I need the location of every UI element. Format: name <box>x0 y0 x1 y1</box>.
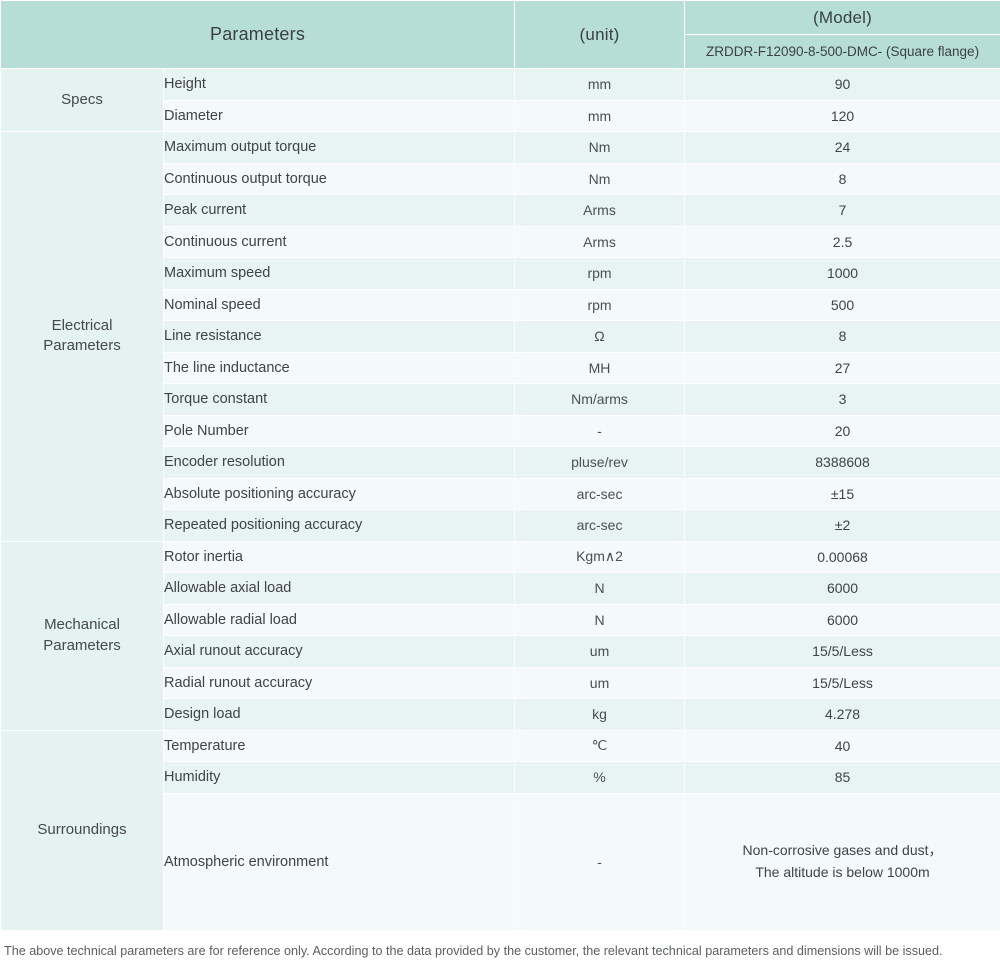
table-row: Electrical Parameters Maximum output tor… <box>1 132 1000 164</box>
category-surroundings: Surroundings <box>1 730 164 930</box>
parameter-unit: Nm/arms <box>515 384 685 416</box>
parameter-name: Peak current <box>164 195 515 227</box>
parameter-unit: - <box>515 793 685 930</box>
parameter-unit: mm <box>515 69 685 101</box>
parameter-name: Maximum speed <box>164 258 515 290</box>
parameter-unit: um <box>515 636 685 668</box>
parameter-value: 90 <box>685 69 1000 101</box>
parameter-unit: Ω <box>515 321 685 353</box>
parameter-unit: % <box>515 762 685 794</box>
parameter-name: Maximum output torque <box>164 132 515 164</box>
parameter-value: 15/5/Less <box>685 667 1000 699</box>
parameter-value: 0.00068 <box>685 541 1000 573</box>
header-model-name: ZRDDR-F12090-8-500-DMC- (Square flange) <box>685 35 1000 69</box>
parameter-value: 3 <box>685 384 1000 416</box>
parameter-value: ±2 <box>685 510 1000 542</box>
parameter-value: 6000 <box>685 573 1000 605</box>
parameter-value: 4.278 <box>685 699 1000 731</box>
parameter-unit: N <box>515 573 685 605</box>
header-parameters: Parameters <box>1 1 515 69</box>
table-header-row: Parameters (unit) (Model) <box>1 1 1000 35</box>
parameter-name: Continuous output torque <box>164 163 515 195</box>
parameter-value: Non-corrosive gases and dust， The altitu… <box>685 793 1000 930</box>
category-electrical-parameters: Electrical Parameters <box>1 132 164 542</box>
parameter-unit: Nm <box>515 132 685 164</box>
parameter-name: Rotor inertia <box>164 541 515 573</box>
parameter-value: ±15 <box>685 478 1000 510</box>
parameter-unit: ℃ <box>515 730 685 762</box>
parameter-name: Allowable radial load <box>164 604 515 636</box>
parameter-value: 1000 <box>685 258 1000 290</box>
parameter-name: Torque constant <box>164 384 515 416</box>
category-label-line1: Mechanical <box>44 616 120 633</box>
parameter-unit: pluse/rev <box>515 447 685 479</box>
parameter-value: 24 <box>685 132 1000 164</box>
parameter-name: Design load <box>164 699 515 731</box>
footnote-disclaimer: The above technical parameters are for r… <box>0 931 1000 960</box>
value-line1: Non-corrosive gases and dust， <box>743 842 943 858</box>
parameter-name: Atmospheric environment <box>164 793 515 930</box>
parameter-value: 8 <box>685 321 1000 353</box>
parameter-value: 8 <box>685 163 1000 195</box>
specifications-table: Parameters (unit) (Model) ZRDDR-F12090-8… <box>0 0 1000 931</box>
parameter-unit: - <box>515 415 685 447</box>
parameter-name: Radial runout accuracy <box>164 667 515 699</box>
parameter-name: Allowable axial load <box>164 573 515 605</box>
parameter-unit: kg <box>515 699 685 731</box>
parameter-name: Diameter <box>164 100 515 132</box>
parameter-name: Humidity <box>164 762 515 794</box>
parameter-value: 20 <box>685 415 1000 447</box>
value-line2: The altitude is below 1000m <box>755 864 929 880</box>
parameter-name: Height <box>164 69 515 101</box>
header-model: (Model) <box>685 1 1000 35</box>
parameter-unit: rpm <box>515 258 685 290</box>
parameter-name: Encoder resolution <box>164 447 515 479</box>
parameter-value: 8388608 <box>685 447 1000 479</box>
parameter-name: Axial runout accuracy <box>164 636 515 668</box>
parameter-value: 27 <box>685 352 1000 384</box>
parameter-unit: um <box>515 667 685 699</box>
parameter-unit: N <box>515 604 685 636</box>
parameter-unit: arc-sec <box>515 478 685 510</box>
category-specs: Specs <box>1 69 164 132</box>
category-label-line2: Parameters <box>43 337 121 354</box>
parameter-unit: Nm <box>515 163 685 195</box>
parameter-value: 40 <box>685 730 1000 762</box>
parameter-unit: arc-sec <box>515 510 685 542</box>
parameter-unit: Arms <box>515 226 685 258</box>
table-row: Surroundings Temperature ℃ 40 <box>1 730 1000 762</box>
category-mechanical-parameters: Mechanical Parameters <box>1 541 164 730</box>
parameter-name: Nominal speed <box>164 289 515 321</box>
parameter-name: Line resistance <box>164 321 515 353</box>
parameter-value: 500 <box>685 289 1000 321</box>
parameter-value: 15/5/Less <box>685 636 1000 668</box>
parameter-value: 6000 <box>685 604 1000 636</box>
parameter-unit: Kgm∧2 <box>515 541 685 573</box>
parameter-name: Temperature <box>164 730 515 762</box>
parameter-unit: rpm <box>515 289 685 321</box>
header-unit: (unit) <box>515 1 685 69</box>
category-label-line2: Parameters <box>43 637 121 654</box>
parameter-name: Absolute positioning accuracy <box>164 478 515 510</box>
parameter-unit: mm <box>515 100 685 132</box>
parameter-name: Repeated positioning accuracy <box>164 510 515 542</box>
parameter-unit: MH <box>515 352 685 384</box>
parameter-value: 85 <box>685 762 1000 794</box>
spec-sheet: Parameters (unit) (Model) ZRDDR-F12090-8… <box>0 0 1000 878</box>
parameter-value: 2.5 <box>685 226 1000 258</box>
parameter-name: Continuous current <box>164 226 515 258</box>
parameter-value: 120 <box>685 100 1000 132</box>
table-row: Specs Height mm 90 <box>1 69 1000 101</box>
parameter-name: The line inductance <box>164 352 515 384</box>
parameter-unit: Arms <box>515 195 685 227</box>
category-label-line1: Electrical <box>52 317 113 334</box>
parameter-name: Pole Number <box>164 415 515 447</box>
parameter-value: 7 <box>685 195 1000 227</box>
table-row: Mechanical Parameters Rotor inertia Kgm∧… <box>1 541 1000 573</box>
